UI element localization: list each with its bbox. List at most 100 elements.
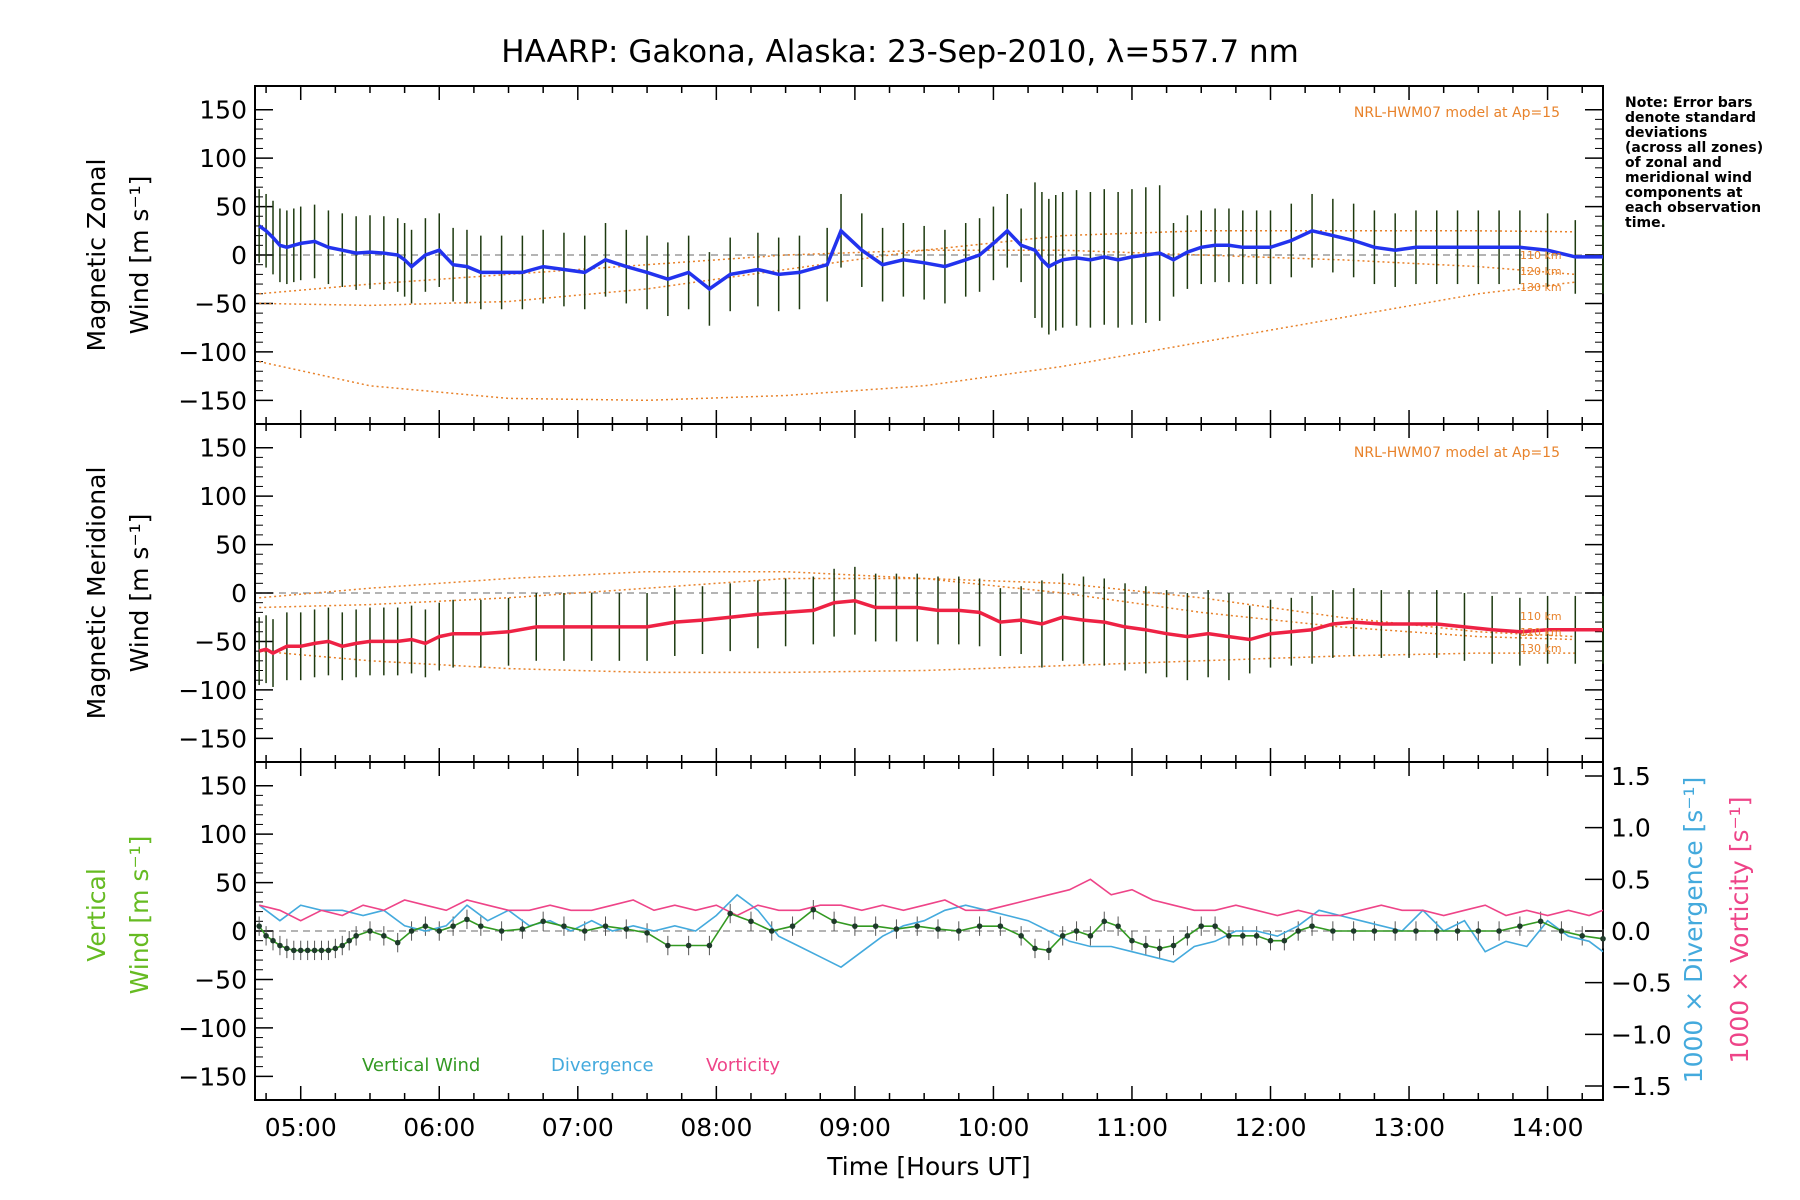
y-tick-label: 100 <box>199 144 247 173</box>
vertical-ylabel-top: Vertical <box>82 868 111 962</box>
vertical-wind-point <box>810 906 817 913</box>
vertical-wind-point <box>1350 928 1357 934</box>
vertical-wind-point <box>976 923 983 929</box>
vertical-wind-point <box>519 926 526 932</box>
y-tick-label: −100 <box>178 676 247 705</box>
x-tick-label: 05:00 <box>265 1113 337 1142</box>
vertical-wind-point <box>1537 918 1544 925</box>
model-curve-110-km <box>259 230 1576 307</box>
vertical-wind-point <box>263 933 269 939</box>
vertical-wind-point <box>644 930 650 936</box>
vertical-wind-point <box>478 923 484 929</box>
series-layer <box>256 224 1606 969</box>
vertical-wind-point <box>436 928 443 934</box>
vertical-wind-point <box>394 939 401 946</box>
y-tick-label: 50 <box>215 193 247 222</box>
x-tick-label: 14:00 <box>1512 1113 1584 1142</box>
vertical-wind-point <box>665 942 671 949</box>
model-curve-120-km <box>259 570 1576 641</box>
y-tick-label: −50 <box>194 289 247 318</box>
zonal-altitude-label-110: 110 km <box>1520 249 1562 262</box>
vertical-wind-point <box>1600 935 1606 942</box>
vertical-wind-point <box>872 923 879 929</box>
vertical-wind-point <box>284 945 290 952</box>
vertical-wind-point <box>1371 928 1378 934</box>
vertical-wind-point <box>748 918 754 925</box>
vertical-wind-point <box>346 937 353 944</box>
vertical-wind-point <box>1496 928 1502 934</box>
meridional-altitude-label-110: 110 km <box>1520 610 1562 623</box>
vertical-wind-point <box>1032 945 1038 952</box>
vertical-wind-point <box>1454 928 1461 934</box>
vertical-wind-point <box>290 947 297 954</box>
vertical-wind-point <box>1413 928 1419 934</box>
vertical-wind-point <box>325 947 332 954</box>
meridional-model-label: NRL-HWM07 model at Ap=15 <box>1354 445 1560 461</box>
vertical-wind-point <box>1281 937 1288 944</box>
vertical-wind-point <box>1392 928 1398 934</box>
vertical-wind-point <box>727 910 733 917</box>
y2-tick-label: 1.5 <box>1611 762 1651 791</box>
y2-tick-label: −1.0 <box>1611 1020 1672 1049</box>
vertical-wind-point <box>540 918 546 925</box>
y2-tick-label: −0.5 <box>1611 969 1672 998</box>
y-tick-label: 150 <box>199 434 247 463</box>
vertical-wind-point <box>1309 923 1315 929</box>
x-tick-label: 12:00 <box>1234 1113 1306 1142</box>
chart-title: HAARP: Gakona, Alaska: 23-Sep-2010, λ=55… <box>501 34 1299 70</box>
vertical-wind-point <box>1170 942 1177 949</box>
note-line-1: Note: Error bars <box>1625 95 1752 111</box>
vertical-wind-point <box>311 947 318 954</box>
meridional-altitude-label-130: 130 km <box>1520 642 1562 655</box>
vertical-wind-point <box>1267 937 1274 944</box>
y-tick-label: 100 <box>199 820 247 849</box>
legend-vertical-wind: Vertical Wind <box>362 1055 480 1076</box>
y-tick-label: −150 <box>178 1062 247 1091</box>
y-tick-label: −50 <box>194 965 247 994</box>
vertical-wind-point <box>1129 937 1135 944</box>
vertical-wind-point <box>706 942 713 949</box>
vertical-wind-point <box>353 933 359 939</box>
vorticity-axis-label: 1000 × Vorticity [s⁻¹] <box>1725 797 1754 1064</box>
vertical-wind-point <box>422 923 429 929</box>
note-line-4: (across all zones) <box>1625 140 1763 156</box>
vertical-wind-point <box>1253 933 1260 939</box>
y-tick-label: 0 <box>231 579 247 608</box>
meridional-ylabel-bottom: Wind [m s⁻¹] <box>125 514 154 673</box>
y2-tick-label: 0.0 <box>1611 917 1651 946</box>
vertical-wind-point <box>1115 923 1121 929</box>
note-line-7: components at <box>1625 185 1743 201</box>
y-tick-label: 150 <box>199 96 247 125</box>
vertical-wind-point <box>997 923 1004 929</box>
note-line-3: deviations <box>1625 125 1707 141</box>
vertical-wind-point <box>623 926 630 932</box>
vertical-wind-point <box>270 937 276 944</box>
vertical-wind-point <box>1212 923 1218 929</box>
vertical-wind-point <box>1330 928 1336 934</box>
vertical-wind-point <box>1433 928 1440 934</box>
vertical-wind-point <box>408 928 415 934</box>
y-tick-label: −100 <box>178 338 247 367</box>
meridional-altitude-label-120: 120 km <box>1520 626 1562 639</box>
vertical-wind-point <box>1226 933 1232 939</box>
vertical-wind-point <box>332 945 339 952</box>
y-tick-label: 100 <box>199 482 247 511</box>
y-tick-label: 50 <box>215 531 247 560</box>
zonal-altitude-label-130: 130 km <box>1520 281 1562 294</box>
vertical-wind-point <box>1198 923 1205 929</box>
vertical-wind-point <box>1059 933 1066 939</box>
note-line-5: of zonal and <box>1625 155 1722 171</box>
note-block: Note: Error bars denote standard deviati… <box>1625 95 1763 231</box>
vertical-wind-point <box>1073 928 1080 934</box>
vertical-wind-point <box>581 928 588 934</box>
x-tick-label: 10:00 <box>957 1113 1029 1142</box>
zonal-wind-line <box>258 224 1603 292</box>
vertical-wind-point <box>1046 947 1052 954</box>
note-line-9: time. <box>1625 215 1666 231</box>
vertical-wind-point <box>1143 942 1149 949</box>
y-tick-label: 0 <box>231 241 247 270</box>
note-line-2: denote standard <box>1625 110 1756 126</box>
legend-divergence: Divergence <box>551 1055 654 1076</box>
vertical-ylabel-bottom: Wind [m s⁻¹] <box>125 836 154 995</box>
